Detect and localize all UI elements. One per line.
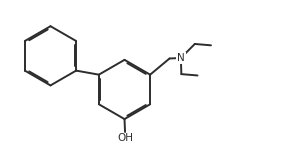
Text: OH: OH <box>117 133 133 143</box>
Text: N: N <box>177 53 185 63</box>
